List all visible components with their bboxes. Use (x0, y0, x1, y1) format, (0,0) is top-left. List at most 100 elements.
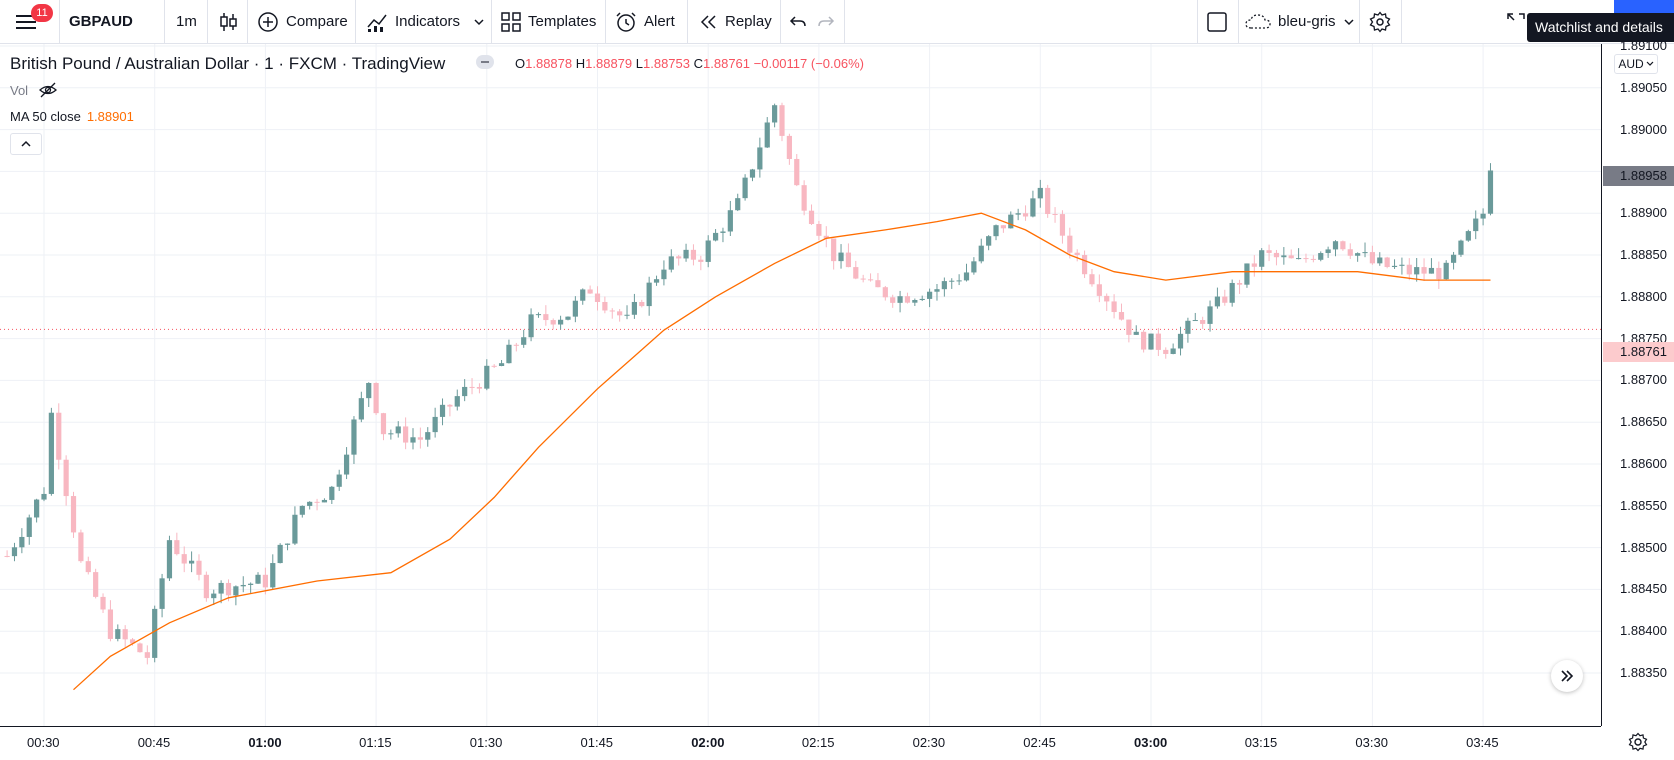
replay-button[interactable]: Replay (698, 0, 772, 43)
candle-up (735, 198, 741, 211)
candle-up (971, 261, 977, 273)
candle-up (1296, 258, 1302, 260)
main-menu-button[interactable] (15, 0, 45, 43)
currency-button[interactable]: AUD (1614, 54, 1658, 74)
volume-legend[interactable]: Vol (10, 82, 58, 98)
symbol-legend-title[interactable]: British Pound / Australian Dollar · 1 · … (10, 54, 446, 73)
candle-up (535, 314, 542, 316)
compare-label: Compare (286, 13, 348, 30)
candle-up (764, 122, 770, 148)
open-value: 1.88878 (525, 56, 573, 71)
close-label: C (693, 56, 704, 71)
top-toolbar: 11 GBPAUD 1m Compare Indicators Template… (0, 0, 1674, 44)
templates-label: Templates (528, 13, 597, 30)
candle-down (1000, 225, 1006, 229)
indicators-dropdown-button[interactable] (473, 0, 485, 43)
candle-down (78, 532, 84, 562)
scroll-to-realtime-button[interactable] (1551, 660, 1583, 692)
candle-up (1480, 213, 1486, 219)
candle-down (779, 105, 785, 136)
candle-up (498, 363, 505, 366)
chart-type-button[interactable] (217, 0, 239, 43)
candle-down (1303, 258, 1309, 260)
candle-down (875, 280, 881, 288)
chevron-down-icon (1646, 61, 1654, 66)
candle-up (48, 412, 54, 494)
interval-button[interactable]: 1m (176, 13, 197, 30)
candle-up (1015, 213, 1021, 215)
symbol-search-button[interactable]: GBPAUD (69, 13, 133, 30)
settings-button[interactable] (1369, 0, 1391, 43)
fullscreen-button[interactable] (1506, 0, 1526, 43)
candle-up (425, 432, 431, 440)
candle-up (624, 314, 630, 316)
undo-button[interactable] (789, 0, 807, 43)
candle-up (321, 499, 328, 503)
legend-more-button[interactable] (476, 55, 494, 69)
chart-pane[interactable] (0, 44, 1601, 726)
candle-down (1096, 284, 1102, 296)
alert-button[interactable]: Alert (615, 0, 675, 43)
candle-down (867, 279, 874, 281)
candle-down (690, 249, 697, 260)
candlestick-chart[interactable] (0, 44, 1601, 726)
candle-up (558, 319, 564, 325)
candle-up (1465, 231, 1471, 241)
price-tick-label: 1.89000 (1620, 121, 1667, 137)
candle-up (934, 289, 940, 292)
indicators-button[interactable]: Indicators (366, 0, 460, 43)
candle-up (152, 608, 158, 658)
candle-up (705, 240, 711, 262)
legend-collapse-button[interactable] (10, 133, 42, 155)
compare-button[interactable]: Compare (257, 0, 348, 43)
fullscreen-layout-toggle[interactable] (1207, 0, 1227, 43)
candle-up (661, 269, 667, 280)
candle-up (949, 280, 955, 282)
candle-down (1089, 274, 1095, 285)
candle-up (395, 426, 401, 434)
candle-down (1347, 249, 1353, 256)
eye-hidden-icon[interactable] (38, 82, 58, 98)
candle-down (853, 267, 859, 279)
candle-down (1045, 187, 1051, 215)
time-tick-label: 00:45 (137, 735, 171, 750)
candle-down (1436, 267, 1442, 280)
candle-down (447, 404, 453, 407)
candle-up (1487, 170, 1494, 214)
candle-up (1391, 265, 1398, 268)
ma50-line[interactable] (73, 212, 1491, 691)
watchlist-button[interactable] (1614, 0, 1674, 13)
candle-up (343, 454, 350, 475)
ma-legend[interactable]: MA 50 close 1.88901 (10, 109, 134, 124)
candle-down (1200, 320, 1206, 324)
candle-down (314, 501, 320, 503)
candle-down (491, 365, 497, 367)
candle-down (1052, 214, 1058, 216)
candle-down (845, 252, 852, 268)
candle-up (1244, 263, 1250, 285)
templates-icon (501, 11, 521, 32)
candle-up (1148, 333, 1154, 350)
candle-up (1170, 348, 1176, 354)
price-axis[interactable] (1601, 44, 1674, 726)
candle-up (1318, 253, 1324, 260)
change-value: −0.00117 (−0.06%) (753, 56, 864, 71)
time-axis[interactable] (0, 726, 1601, 760)
candle-down (181, 554, 187, 564)
templates-button[interactable]: Templates (501, 0, 596, 43)
candle-down (587, 289, 593, 294)
time-tick-label: 01:45 (580, 735, 614, 750)
candles-icon (220, 12, 237, 31)
candle-up (11, 547, 18, 557)
candle-up (462, 386, 468, 397)
chart-settings-button[interactable] (1626, 730, 1650, 754)
candle-down (808, 210, 815, 224)
redo-button[interactable] (817, 0, 835, 43)
candle-down (129, 639, 136, 644)
current-price-label: 1.88761 (1603, 342, 1674, 362)
candle-up (248, 583, 254, 585)
layout-select-button[interactable]: bleu-gris (1245, 0, 1355, 43)
candle-up (159, 578, 165, 609)
candle-down (513, 344, 519, 346)
expand-icon (1507, 12, 1525, 21)
